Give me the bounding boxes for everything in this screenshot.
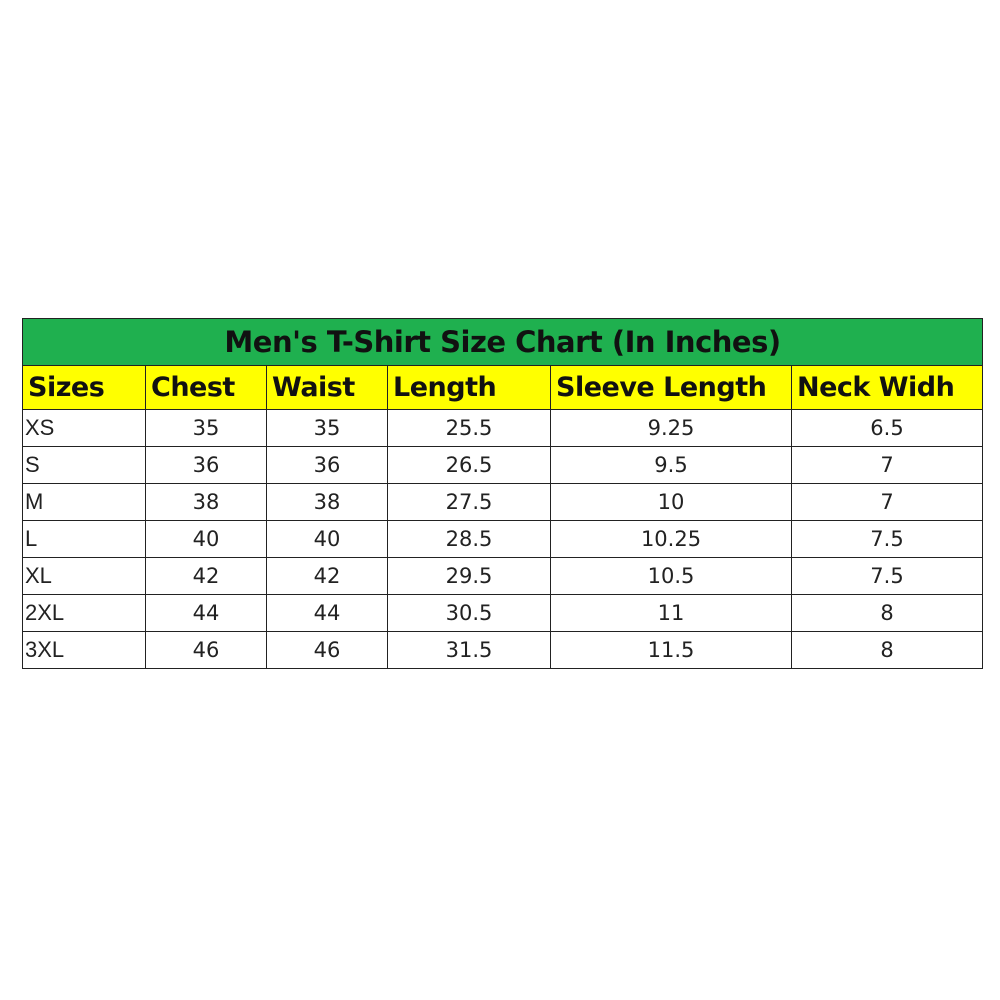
cell-size: M — [22, 483, 146, 521]
cell-size: XS — [22, 409, 146, 447]
cell-length: 25.5 — [387, 409, 551, 447]
cell-length: 26.5 — [387, 446, 551, 484]
table-row: M 38 38 27.5 10 7 — [22, 483, 984, 521]
cell-size: L — [22, 520, 146, 558]
cell-sleeve-length: 11 — [550, 594, 792, 632]
table-row: 2XL 44 44 30.5 11 8 — [22, 594, 984, 632]
cell-waist: 36 — [266, 446, 388, 484]
header-sizes: Sizes — [22, 365, 146, 410]
table-row: L 40 40 28.5 10.25 7.5 — [22, 520, 984, 558]
cell-chest: 44 — [145, 594, 267, 632]
cell-size: XL — [22, 557, 146, 595]
size-chart-table: Men's T-Shirt Size Chart (In Inches) Siz… — [21, 318, 984, 669]
cell-waist: 35 — [266, 409, 388, 447]
cell-sleeve-length: 10.25 — [550, 520, 792, 558]
table-row: S 36 36 26.5 9.5 7 — [22, 446, 984, 484]
title-row: Men's T-Shirt Size Chart (In Inches) — [21, 318, 984, 366]
header-row: Sizes Chest Waist Length Sleeve Length N… — [22, 365, 984, 410]
header-waist: Waist — [266, 365, 388, 410]
cell-size: 3XL — [22, 631, 146, 669]
cell-sleeve-length: 9.25 — [550, 409, 792, 447]
table-row: XL 42 42 29.5 10.5 7.5 — [22, 557, 984, 595]
cell-neck-width: 8 — [790, 631, 984, 669]
cell-neck-width: 7.5 — [790, 520, 984, 558]
table-row: 3XL 46 46 31.5 11.5 8 — [22, 631, 984, 669]
cell-chest: 40 — [145, 520, 267, 558]
table-row: XS 35 35 25.5 9.25 6.5 — [22, 409, 984, 447]
cell-sleeve-length: 10.5 — [550, 557, 792, 595]
cell-neck-width: 7 — [790, 483, 984, 521]
table-title: Men's T-Shirt Size Chart (In Inches) — [21, 318, 984, 366]
cell-neck-width: 7 — [790, 446, 984, 484]
cell-sleeve-length: 11.5 — [550, 631, 792, 669]
cell-chest: 46 — [145, 631, 267, 669]
cell-waist: 44 — [266, 594, 388, 632]
header-chest: Chest — [145, 365, 267, 410]
cell-waist: 40 — [266, 520, 388, 558]
cell-size: S — [22, 446, 146, 484]
cell-chest: 38 — [145, 483, 267, 521]
cell-chest: 42 — [145, 557, 267, 595]
cell-length: 27.5 — [387, 483, 551, 521]
cell-sleeve-length: 10 — [550, 483, 792, 521]
header-neck-width: Neck Widh — [790, 365, 984, 410]
header-sleeve-length: Sleeve Length — [550, 365, 792, 410]
cell-size: 2XL — [22, 594, 146, 632]
cell-neck-width: 8 — [790, 594, 984, 632]
cell-neck-width: 7.5 — [790, 557, 984, 595]
cell-length: 28.5 — [387, 520, 551, 558]
cell-length: 31.5 — [387, 631, 551, 669]
cell-sleeve-length: 9.5 — [550, 446, 792, 484]
cell-neck-width: 6.5 — [790, 409, 984, 447]
cell-length: 30.5 — [387, 594, 551, 632]
cell-waist: 46 — [266, 631, 388, 669]
cell-chest: 35 — [145, 409, 267, 447]
cell-length: 29.5 — [387, 557, 551, 595]
cell-waist: 38 — [266, 483, 388, 521]
header-length: Length — [387, 365, 551, 410]
cell-chest: 36 — [145, 446, 267, 484]
cell-waist: 42 — [266, 557, 388, 595]
